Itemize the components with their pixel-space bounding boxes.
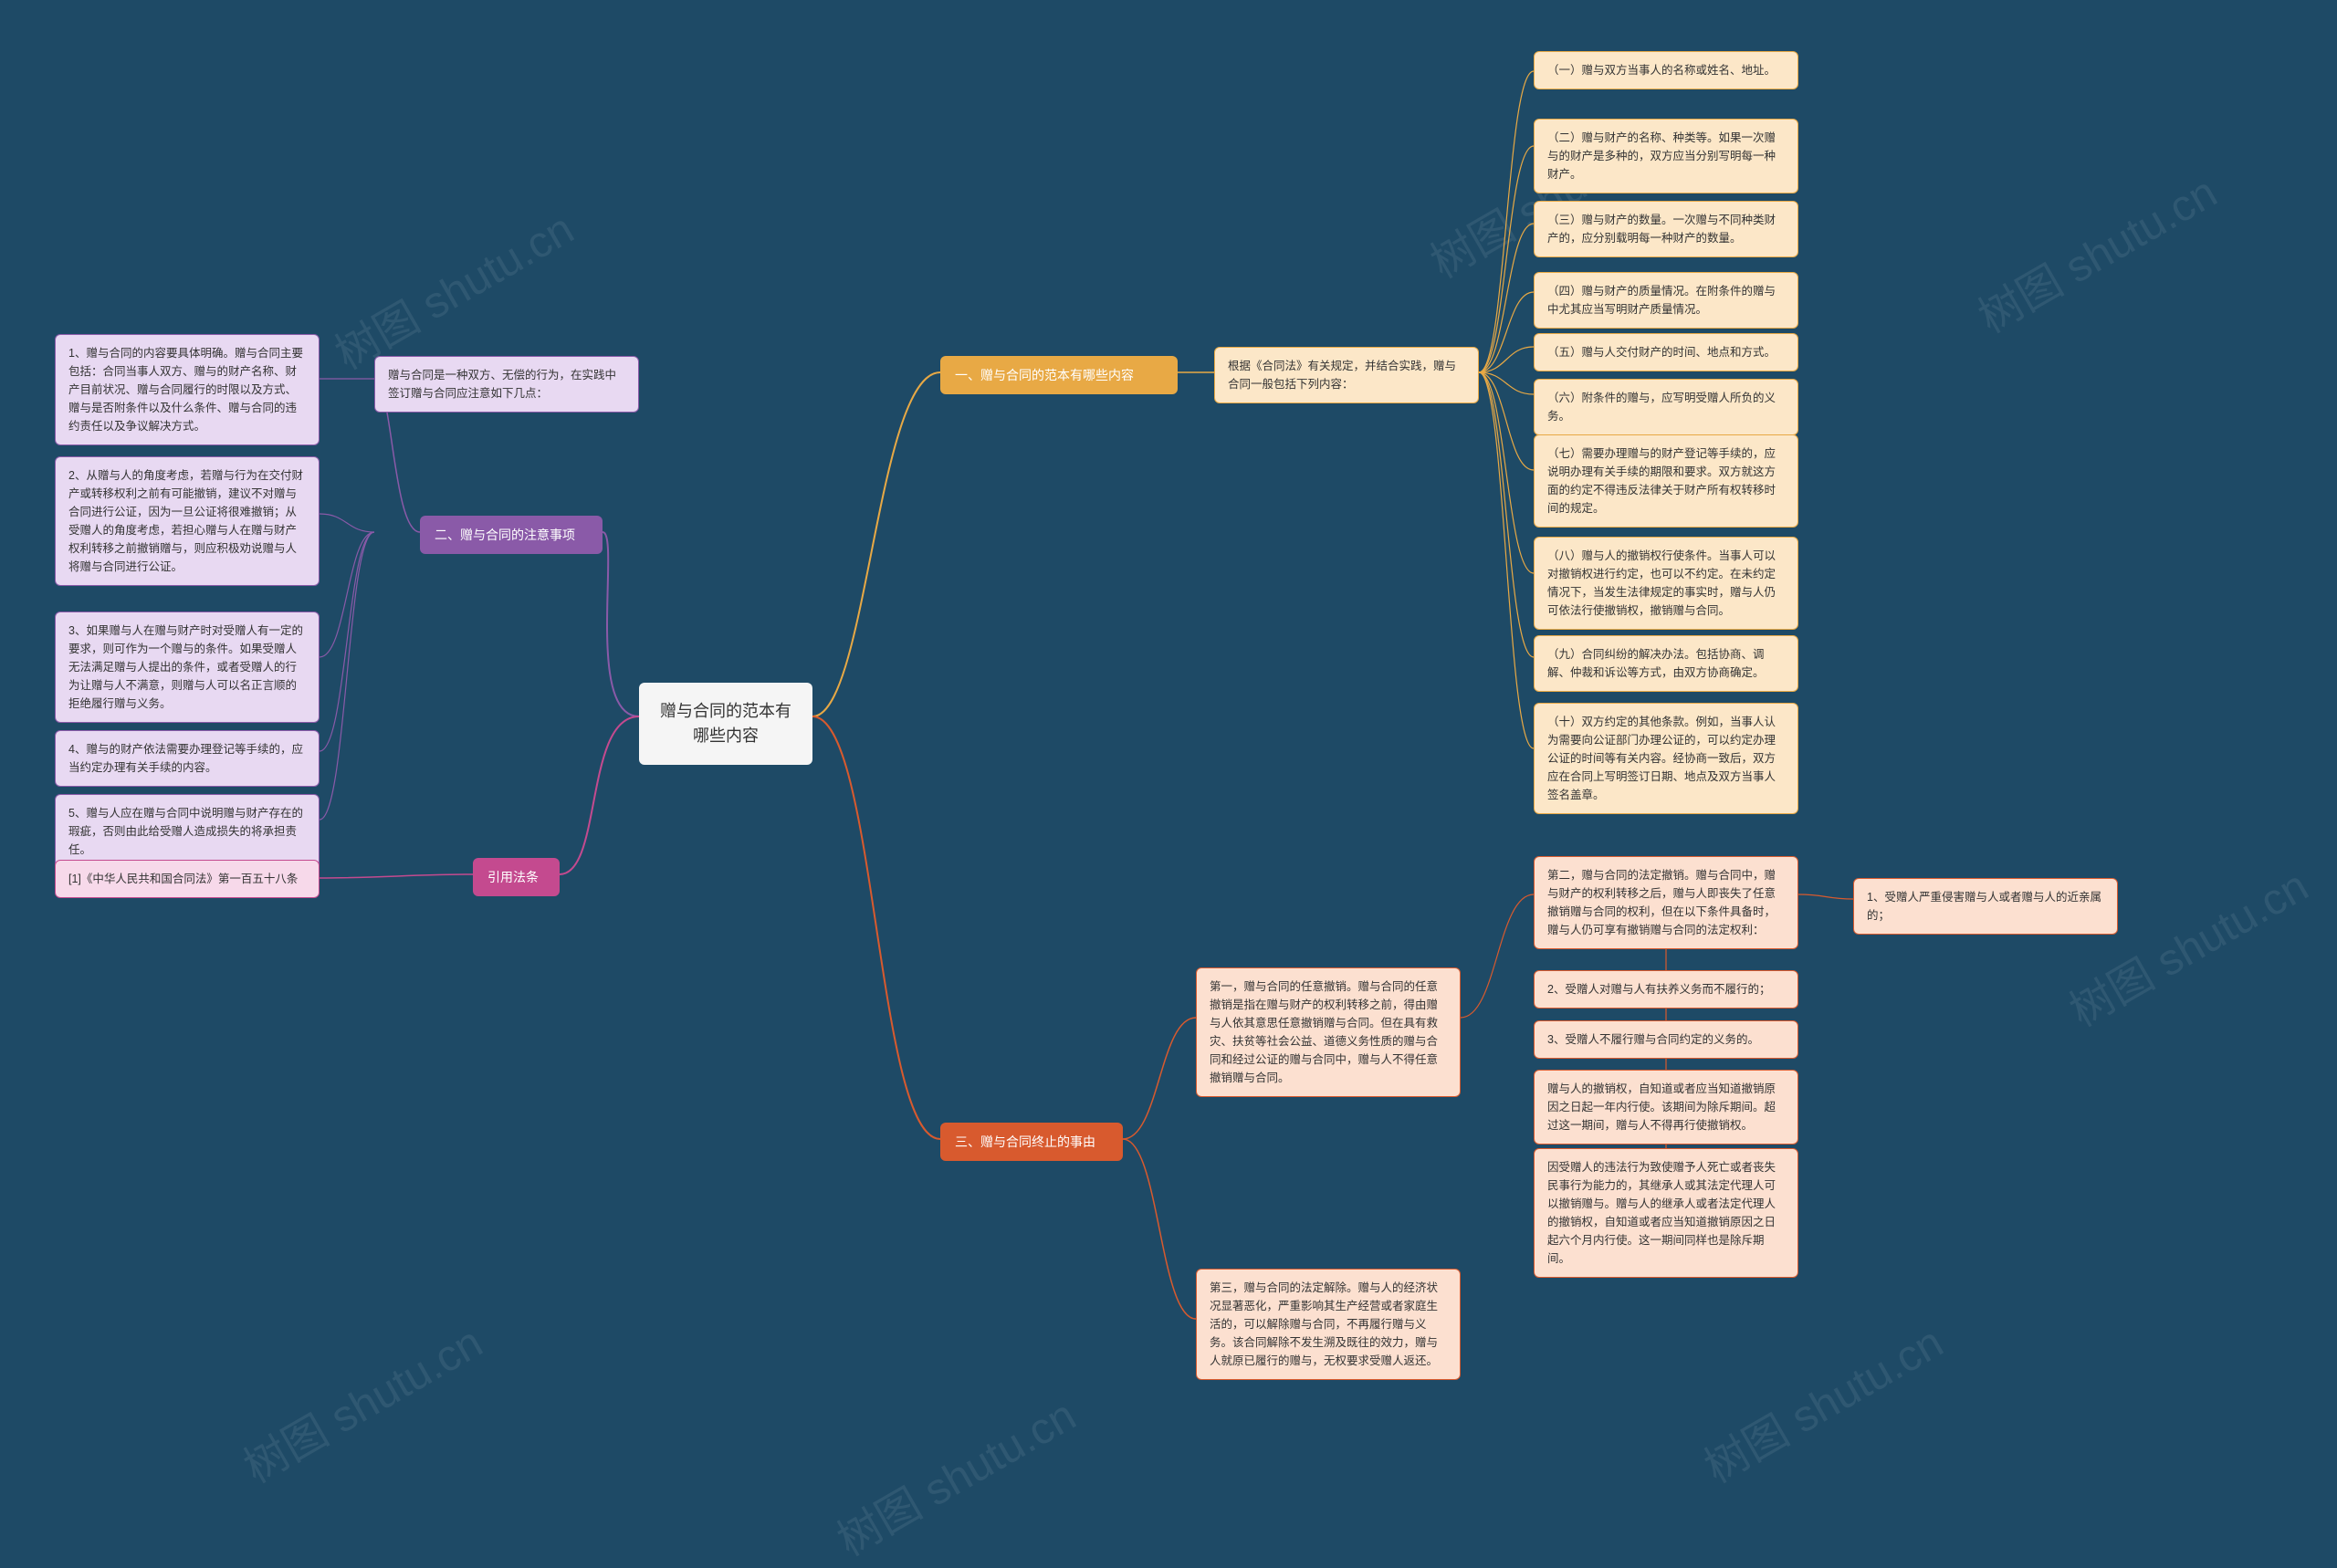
- branch-2[interactable]: 二、赠与合同的注意事项: [420, 516, 603, 554]
- root-node[interactable]: 赠与合同的范本有哪些内容: [639, 683, 812, 765]
- section1-intro[interactable]: 根据《合同法》有关规定，并结合实践，赠与合同一般包括下列内容：: [1214, 347, 1479, 403]
- section2-item-2[interactable]: 3、如果赠与人在赠与财产时对受赠人有一定的要求，则可作为一个赠与的条件。如果受赠…: [55, 612, 320, 723]
- watermark: 树图 shutu.cn: [321, 193, 583, 382]
- section2-item-1[interactable]: 2、从赠与人的角度考虑，若赠与行为在交付财产或转移权利之前有可能撤销，建议不对赠…: [55, 456, 320, 586]
- section1-item-7[interactable]: （八）赠与人的撤销权行使条件。当事人可以对撤销权进行约定，也可以不约定。在未约定…: [1534, 537, 1798, 630]
- branch-4[interactable]: 引用法条: [473, 858, 560, 896]
- watermark: 树图 shutu.cn: [230, 1307, 492, 1495]
- section2-intro[interactable]: 赠与合同是一种双方、无偿的行为，在实践中签订赠与合同应注意如下几点：: [374, 356, 639, 413]
- section1-item-3[interactable]: （四）赠与财产的质量情况。在附条件的赠与中尤其应当写明财产质量情况。: [1534, 272, 1798, 329]
- section3-sub2-head[interactable]: 第二，赠与合同的法定撤销。赠与合同中，赠与财产的权利转移之后，赠与人即丧失了任意…: [1534, 856, 1798, 949]
- connection-lines: [0, 0, 2337, 1528]
- watermark: 树图 shutu.cn: [1691, 1307, 1953, 1495]
- section3-sub2-item-4[interactable]: 因受赠人的违法行为致使赠予人死亡或者丧失民事行为能力的，其继承人或其法定代理人可…: [1534, 1148, 1798, 1278]
- section1-item-9[interactable]: （十）双方约定的其他条款。例如，当事人认为需要向公证部门办理公证的，可以约定办理…: [1534, 703, 1798, 814]
- section4-item-0[interactable]: [1]《中华人民共和国合同法》第一百五十八条: [55, 860, 320, 898]
- section2-item-0[interactable]: 1、赠与合同的内容要具体明确。赠与合同主要包括：合同当事人双方、赠与的财产名称、…: [55, 334, 320, 445]
- section3-item-0[interactable]: 第一，赠与合同的任意撤销。赠与合同的任意撤销是指在赠与财产的权利转移之前，得由赠…: [1196, 967, 1461, 1097]
- section1-item-6[interactable]: （七）需要办理赠与的财产登记等手续的，应说明办理有关手续的期限和要求。双方就这方…: [1534, 434, 1798, 528]
- section3-sub2-item-2[interactable]: 3、受赠人不履行赠与合同约定的义务的。: [1534, 1020, 1798, 1059]
- section1-item-0[interactable]: （一）赠与双方当事人的名称或姓名、地址。: [1534, 51, 1798, 89]
- section2-item-3[interactable]: 4、赠与的财产依法需要办理登记等手续的，应当约定办理有关手续的内容。: [55, 730, 320, 787]
- section1-item-5[interactable]: （六）附条件的赠与，应写明受赠人所负的义务。: [1534, 379, 1798, 435]
- section1-item-8[interactable]: （九）合同纠纷的解决办法。包括协商、调解、仲裁和诉讼等方式，由双方协商确定。: [1534, 635, 1798, 692]
- section3-sub2-item-1[interactable]: 2、受赠人对赠与人有扶养义务而不履行的；: [1534, 970, 1798, 1009]
- section2-item-4[interactable]: 5、赠与人应在赠与合同中说明赠与财产存在的瑕疵，否则由此给受赠人造成损失的将承担…: [55, 794, 320, 869]
- branch-3[interactable]: 三、赠与合同终止的事由: [940, 1123, 1123, 1161]
- section3-item-1[interactable]: 第三，赠与合同的法定解除。赠与人的经济状况显著恶化，严重影响其生产经营或者家庭生…: [1196, 1269, 1461, 1380]
- watermark: 树图 shutu.cn: [1965, 157, 2227, 345]
- branch-1[interactable]: 一、赠与合同的范本有哪些内容: [940, 356, 1178, 394]
- section3-sub2-item-0[interactable]: 1、受赠人严重侵害赠与人或者赠与人的近亲属的；: [1853, 878, 2118, 935]
- section1-item-4[interactable]: （五）赠与人交付财产的时间、地点和方式。: [1534, 333, 1798, 371]
- section1-item-2[interactable]: （三）赠与财产的数量。一次赠与不同种类财产的，应分别载明每一种财产的数量。: [1534, 201, 1798, 257]
- section3-sub2-item-3[interactable]: 赠与人的撤销权，自知道或者应当知道撤销原因之日起一年内行使。该期间为除斥期间。超…: [1534, 1070, 1798, 1145]
- watermark: 树图 shutu.cn: [823, 1380, 1085, 1568]
- section1-item-1[interactable]: （二）赠与财产的名称、种类等。如果一次赠与的财产是多种的，双方应当分别写明每一种…: [1534, 119, 1798, 193]
